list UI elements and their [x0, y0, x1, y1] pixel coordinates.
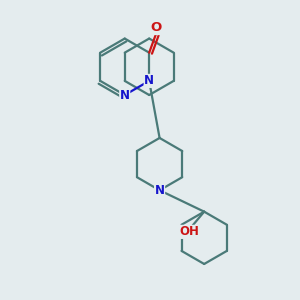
- Text: N: N: [154, 184, 165, 197]
- Text: N: N: [144, 74, 154, 87]
- Text: O: O: [150, 22, 161, 34]
- Text: OH: OH: [180, 225, 200, 239]
- Text: N: N: [120, 88, 130, 101]
